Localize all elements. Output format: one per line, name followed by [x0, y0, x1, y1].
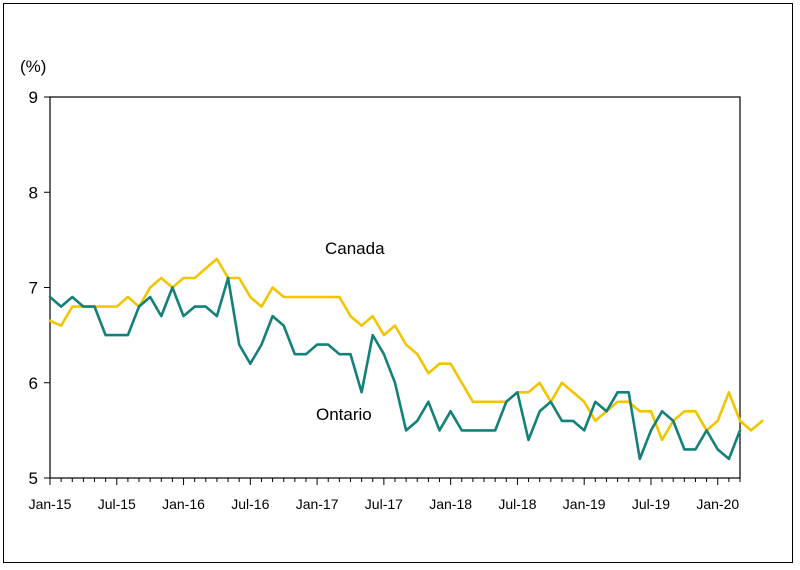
x-tick-label: Jul-16 [231, 496, 269, 512]
x-tick-label: Jul-18 [498, 496, 536, 512]
y-tick-label: 5 [29, 469, 38, 488]
series-line-ontario [48, 276, 742, 461]
x-tick-label: Jan-15 [29, 496, 72, 512]
x-tick-label: Jan-17 [296, 496, 339, 512]
y-tick-label: 7 [29, 279, 38, 298]
x-tick-label: Jul-19 [632, 496, 670, 512]
y-tick-label: 6 [29, 374, 38, 393]
x-tick-label: Jul-15 [98, 496, 136, 512]
y-tick-label: 9 [29, 88, 38, 107]
x-tick-label: Jan-16 [162, 496, 205, 512]
y-tick-label: 8 [29, 183, 38, 202]
y-axis-unit-label: (%) [20, 57, 46, 76]
x-tick-label: Jan-18 [429, 496, 472, 512]
series-line-canada [48, 257, 764, 442]
chart-frame [3, 3, 793, 563]
plot-area [49, 96, 741, 479]
series-label-canada: Canada [325, 239, 385, 258]
y-ticks: 5 6 7 8 9 [29, 88, 50, 488]
x-tick-label: Jan-19 [563, 496, 606, 512]
x-tick-label: Jan-20 [696, 496, 739, 512]
x-tick-label: Jul-17 [365, 496, 403, 512]
plot-border [49, 96, 741, 479]
x-ticks: Jan-15 Jul-15 Jan-16 Jul-16 Jan-17 Jul-17 Jan-… [29, 478, 741, 512]
series-lines [48, 257, 764, 461]
series-label-ontario: Ontario [316, 405, 372, 424]
